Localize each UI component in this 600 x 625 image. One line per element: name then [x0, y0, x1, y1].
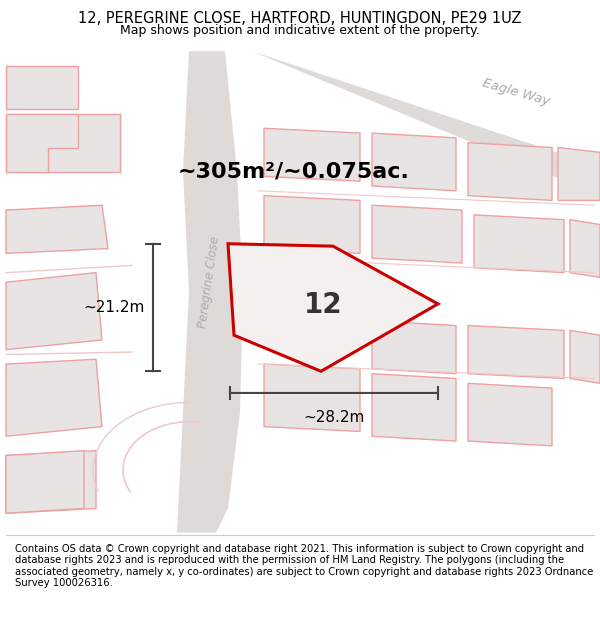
Polygon shape [264, 364, 360, 431]
Text: 12, PEREGRINE CLOSE, HARTFORD, HUNTINGDON, PE29 1UZ: 12, PEREGRINE CLOSE, HARTFORD, HUNTINGDO… [78, 11, 522, 26]
Polygon shape [228, 244, 438, 371]
Text: 12: 12 [304, 291, 342, 319]
Polygon shape [474, 215, 564, 272]
Polygon shape [264, 196, 360, 253]
Polygon shape [468, 383, 552, 446]
Polygon shape [6, 272, 102, 349]
Text: ~28.2m: ~28.2m [303, 409, 365, 424]
Text: Eagle Way: Eagle Way [481, 76, 551, 108]
Text: ~21.2m: ~21.2m [83, 300, 145, 315]
Polygon shape [177, 51, 243, 532]
Polygon shape [372, 205, 462, 263]
Polygon shape [6, 114, 120, 171]
Text: Map shows position and indicative extent of the property.: Map shows position and indicative extent… [120, 24, 480, 37]
Polygon shape [6, 451, 84, 513]
Polygon shape [6, 114, 78, 171]
Polygon shape [372, 321, 456, 374]
Polygon shape [6, 66, 78, 109]
Polygon shape [372, 133, 456, 191]
Polygon shape [468, 326, 564, 379]
Polygon shape [570, 219, 600, 278]
Text: Peregrine Close: Peregrine Close [196, 236, 221, 329]
Polygon shape [468, 142, 552, 201]
Text: Contains OS data © Crown copyright and database right 2021. This information is : Contains OS data © Crown copyright and d… [15, 544, 593, 588]
Polygon shape [372, 374, 456, 441]
Polygon shape [558, 148, 600, 201]
Polygon shape [264, 128, 360, 181]
Polygon shape [6, 359, 102, 436]
Polygon shape [6, 451, 96, 513]
Polygon shape [6, 205, 108, 253]
Polygon shape [570, 331, 600, 383]
Polygon shape [252, 51, 600, 196]
Text: ~305m²/~0.075ac.: ~305m²/~0.075ac. [178, 161, 410, 181]
